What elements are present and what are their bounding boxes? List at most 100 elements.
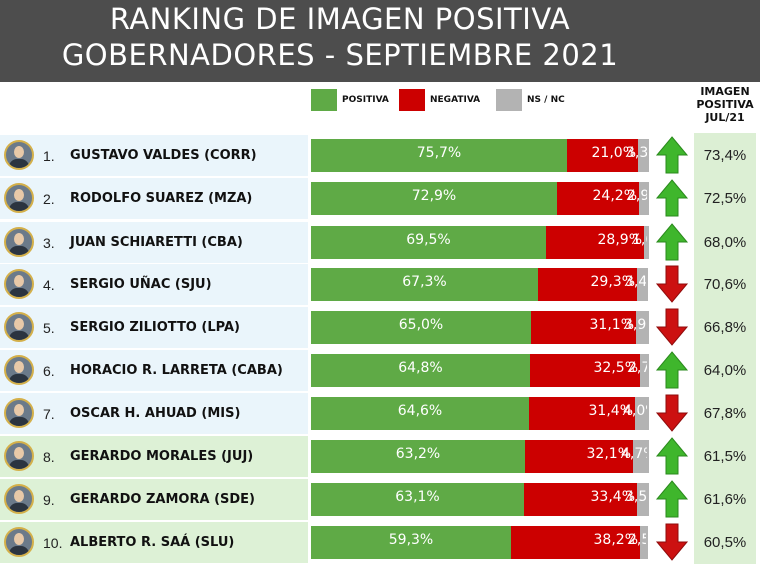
avatar: [4, 527, 34, 557]
avatar: [4, 355, 34, 385]
label-positiva: 67,3%: [311, 274, 538, 290]
governor-name: ALBERTO R. SAÁ (SLU): [70, 535, 234, 550]
avatar: [4, 269, 34, 299]
rank-number: 1.: [43, 148, 55, 164]
avatar-head-shape: [14, 361, 24, 373]
avatar: [4, 140, 34, 170]
table-row: 10.ALBERTO R. SAÁ (SLU)59,3%38,2%2,5%60,…: [0, 522, 760, 563]
governor-name: SERGIO UÑAC (SJU): [70, 277, 212, 292]
label-nsnc: 4,7%: [621, 446, 647, 462]
arrow-down-shape: [657, 524, 687, 560]
previous-value: 61,6%: [694, 491, 756, 508]
chart-title-line-2: GOBERNADORES - SEPTIEMBRE 2021: [0, 38, 680, 72]
arrow-down-shape: [657, 266, 687, 302]
label-nsnc: 3,5%: [625, 489, 647, 505]
arrow-down-shape: [657, 309, 687, 345]
label-nsnc: 3,9%: [624, 317, 647, 333]
previous-value: 67,8%: [694, 405, 756, 422]
label-nsnc: 3,3%: [626, 145, 647, 161]
governor-name: SERGIO ZILIOTTO (LPA): [70, 320, 240, 335]
label-positiva: 64,6%: [311, 403, 529, 419]
table-row: 2.RODOLFO SUAREZ (MZA)72,9%24,2%2,9%72,5…: [0, 178, 760, 219]
avatar: [4, 227, 34, 257]
avatar: [4, 441, 34, 471]
previous-value: 64,0%: [694, 362, 756, 379]
previous-header-line-2: POSITIVA: [692, 98, 758, 111]
legend-positiva: POSITIVA: [311, 88, 389, 112]
previous-header-line-3: JUL/21: [692, 111, 758, 124]
arrow-up-shape: [657, 481, 687, 517]
avatar-head-shape: [14, 404, 24, 416]
label-positiva: 72,9%: [311, 188, 557, 204]
arrow-down-icon: [655, 393, 689, 433]
rank-number: 8.: [43, 449, 55, 465]
legend-swatch-positiva: [311, 89, 337, 111]
legend-label-positiva: POSITIVA: [342, 95, 389, 105]
arrow-up-shape: [657, 137, 687, 173]
previous-column-header: IMAGEN POSITIVA JUL/21: [692, 85, 758, 124]
arrow-up-icon: [655, 222, 689, 262]
governor-name: OSCAR H. AHUAD (MIS): [70, 406, 240, 421]
previous-value: 73,4%: [694, 147, 756, 164]
table-row: 9. GERARDO ZAMORA (SDE) 63,1% 33,4%3,5% 61,6…: [0, 479, 760, 520]
previous-value: 68,0%: [694, 234, 756, 251]
previous-value: 61,5%: [694, 448, 756, 465]
legend-swatch-nsnc: [496, 89, 522, 111]
label-positiva: 69,5%: [311, 232, 546, 248]
arrow-up-shape: [657, 180, 687, 216]
table-row: 6. HORACIO R. LARRETA (CABA) 64,8% 32,5% 2,7…: [0, 350, 760, 391]
label-positiva: 63,2%: [311, 446, 525, 462]
avatar: [4, 398, 34, 428]
label-positiva: 63,1%: [311, 489, 524, 505]
table-row: 3. JUAN SCHIARETTI (CBA) 69,5% 28,9%1,6% 68,…: [0, 222, 760, 263]
arrow-up-icon: [655, 178, 689, 218]
arrow-up-shape: [657, 352, 687, 388]
arrow-up-icon: [655, 479, 689, 519]
avatar: [4, 183, 34, 213]
label-nsnc: 2,5%: [628, 532, 646, 548]
rank-number: 4.: [43, 277, 55, 293]
legend-swatch-negativa: [399, 89, 425, 111]
arrow-down-icon: [655, 522, 689, 562]
legend-label-negativa: NEGATIVA: [430, 95, 480, 105]
label-nsnc: 2,7%: [628, 360, 647, 376]
previous-value: 60,5%: [694, 534, 756, 551]
label-nsnc: 3,4%: [625, 274, 646, 290]
arrow-up-shape: [657, 438, 687, 474]
rank-number: 6.: [43, 363, 55, 379]
chart-title-line-1: RANKING DE IMAGEN POSITIVA: [0, 2, 680, 36]
governor-name: GERARDO ZAMORA (SDE): [70, 492, 255, 507]
label-nsnc: 2,9%: [627, 188, 647, 204]
arrow-down-icon: [655, 264, 689, 304]
label-positiva: 75,7%: [311, 145, 567, 161]
rank-number: 2.: [43, 191, 55, 207]
governor-name: GUSTAVO VALDES (CORR): [70, 148, 257, 163]
governor-name: JUAN SCHIARETTI (CBA): [70, 235, 243, 250]
rank-number: 3.: [43, 235, 55, 251]
label-positiva: 64,8%: [311, 360, 530, 376]
governor-name: RODOLFO SUAREZ (MZA): [70, 191, 252, 206]
arrow-up-icon: [655, 350, 689, 390]
label-nsnc: 4,0%: [623, 403, 647, 419]
arrow-down-icon: [655, 307, 689, 347]
avatar: [4, 312, 34, 342]
previous-header-line-1: IMAGEN: [692, 85, 758, 98]
rank-number: 7.: [43, 406, 55, 422]
avatar-head-shape: [14, 275, 24, 287]
rank-number: 10.: [43, 535, 62, 551]
governor-name: GERARDO MORALES (JUJ): [70, 449, 253, 464]
previous-value: 70,6%: [694, 276, 756, 293]
label-positiva: 65,0%: [311, 317, 531, 333]
rank-number: 9.: [43, 492, 55, 508]
table-row: 7. OSCAR H. AHUAD (MIS) 64,6% 31,4%4,0% 67,8…: [0, 393, 760, 434]
legend-label-nsnc: NS / NC: [527, 95, 565, 105]
avatar-head-shape: [14, 146, 24, 158]
avatar-head-shape: [14, 233, 24, 245]
avatar-head-shape: [14, 318, 24, 330]
label-positiva: 59,3%: [311, 532, 511, 548]
arrow-up-shape: [657, 224, 687, 260]
avatar-head-shape: [14, 490, 24, 502]
governor-name: HORACIO R. LARRETA (CABA): [70, 363, 283, 378]
table-row: 1.GUSTAVO VALDES (CORR)75,7%21,0%3,3%73,…: [0, 135, 760, 176]
rank-number: 5.: [43, 320, 55, 336]
